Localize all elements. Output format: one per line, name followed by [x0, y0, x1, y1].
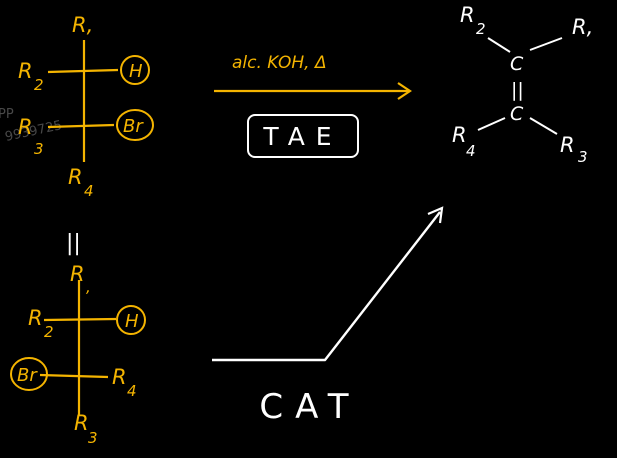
top-fischer-bottom-group: R: [68, 165, 83, 189]
top-fischer-left-lower-subscript: 3: [34, 140, 44, 158]
top-fischer-upper-horizontal-bond: [47, 68, 119, 74]
product-top-left-group: R: [460, 3, 475, 27]
bottom-fischer-right-lower-subscript: 4: [127, 382, 137, 400]
product-bond-bottom-left: [477, 117, 506, 131]
bottom-fischer-right-lower-group: R: [112, 365, 127, 389]
top-fischer-left-upper-group: R: [18, 59, 33, 83]
cat-arrow-line: [212, 211, 441, 362]
bottom-fischer-left-upper-subscript: 2: [44, 323, 54, 341]
reaction-arrow: alc. KOH, Δ: [214, 53, 412, 100]
bottom-fischer-top-subscript: ,: [86, 278, 91, 296]
tae-label: TAE: [262, 122, 342, 151]
bottom-fischer-bottom-subscript: 3: [88, 429, 98, 447]
bottom-fischer-left-lower-group: Br: [17, 365, 38, 386]
product-bond-bottom-right: [529, 117, 558, 135]
top-fischer-projection: R, R 2 H R 3 Br R 4: [18, 13, 154, 200]
bottom-fischer-upper-horizontal-bond: [43, 317, 117, 322]
product-bottom-right-subscript: 3: [578, 148, 588, 166]
top-fischer-top-group: R,: [72, 13, 93, 37]
bottom-fischer-br-circle: [10, 357, 48, 391]
top-fischer-right-lower-group: Br: [123, 116, 144, 137]
bottom-fischer-bottom-group: R: [74, 411, 89, 435]
product-double-bond: ||: [511, 79, 524, 101]
arrow-head: [397, 82, 412, 100]
top-fischer-lower-horizontal-bond: [47, 123, 115, 129]
product-upper-carbon: C: [510, 53, 524, 75]
product-lower-carbon: C: [510, 103, 524, 125]
product-alkene: R 2 R, C || C R 4 R 3: [452, 3, 593, 166]
top-fischer-br-circle: [116, 109, 154, 141]
reagent-label: alc. KOH, Δ: [232, 53, 327, 73]
product-bottom-left-group: R: [452, 123, 467, 147]
bottom-fischer-right-upper-group: H: [125, 311, 139, 332]
product-top-left-subscript: 2: [476, 20, 486, 38]
top-fischer-bottom-subscript: 4: [84, 182, 94, 200]
tae-box: TAE: [247, 114, 359, 158]
top-fischer-left-upper-subscript: 2: [34, 76, 44, 94]
top-fischer-right-upper-group: H: [129, 61, 143, 82]
product-bottom-left-subscript: 4: [466, 142, 476, 160]
product-bottom-right-group: R: [560, 133, 575, 157]
bottom-fischer-lower-horizontal-bond: [39, 373, 109, 379]
bottom-fischer-left-upper-group: R: [28, 306, 43, 330]
product-bond-top-left: [487, 37, 511, 53]
cat-arrow-head: [427, 206, 444, 224]
bottom-fischer-top-group: R: [70, 262, 85, 286]
tae-box-border: [247, 114, 359, 158]
watermark-partial: PP: [0, 107, 14, 122]
top-fischer-left-lower-group: R: [18, 115, 33, 139]
equivalence-sign: ||: [66, 231, 81, 256]
product-bond-top-right: [529, 37, 563, 51]
product-top-right-group: R,: [572, 15, 593, 39]
bottom-fischer-projection: R , R 2 H Br R 4 R 3: [10, 262, 146, 447]
top-fischer-h-circle: [120, 55, 150, 85]
cat-arrow: CAT: [212, 206, 444, 427]
cat-label: CAT: [259, 387, 360, 427]
bottom-fischer-h-circle: [116, 305, 146, 335]
